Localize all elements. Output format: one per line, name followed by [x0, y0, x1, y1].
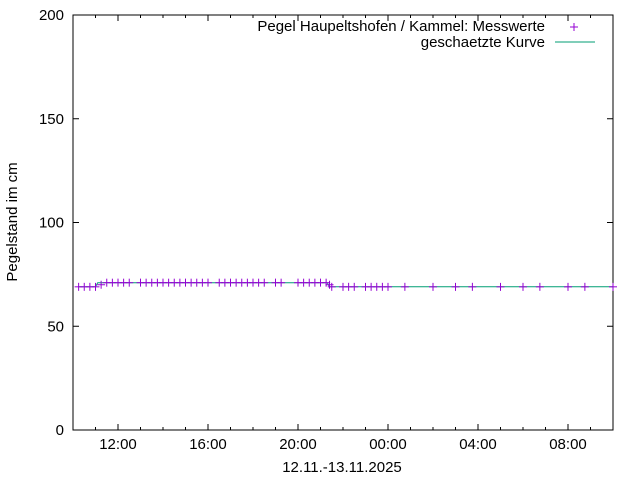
x-axis-label: 12.11.-13.11.2025 — [282, 459, 402, 476]
x-tick-label: 04:00 — [459, 436, 497, 453]
plus-marker-icon — [570, 23, 578, 31]
legend-label-curve: geschaetzte Kurve — [421, 34, 545, 51]
legend: Pegel Haupeltshofen / Kammel: Messwerte … — [257, 18, 595, 51]
y-tick-label: 200 — [39, 7, 64, 24]
y-tick-label: 50 — [47, 318, 64, 335]
legend-label-measurements: Pegel Haupeltshofen / Kammel: Messwerte — [257, 18, 545, 35]
y-axis-label: Pegelstand im cm — [4, 162, 21, 281]
y-tick-label: 100 — [39, 215, 64, 232]
estimated-curve-line — [78, 282, 613, 288]
y-tick-label: 150 — [39, 111, 64, 128]
x-tick-label: 12:00 — [99, 436, 137, 453]
x-tick-label: 16:00 — [189, 436, 227, 453]
x-tick-label: 00:00 — [369, 436, 407, 453]
measurement-points — [74, 278, 617, 291]
x-tick-label: 08:00 — [549, 436, 587, 453]
y-axis-ticks: 0 50 100 150 200 — [39, 7, 613, 439]
x-tick-label: 20:00 — [279, 436, 317, 453]
y-tick-label: 0 — [56, 422, 64, 439]
x-axis-ticks: 12:00 16:00 20:00 00:00 04:00 08:00 — [72, 15, 614, 453]
plot-frame — [72, 14, 614, 431]
